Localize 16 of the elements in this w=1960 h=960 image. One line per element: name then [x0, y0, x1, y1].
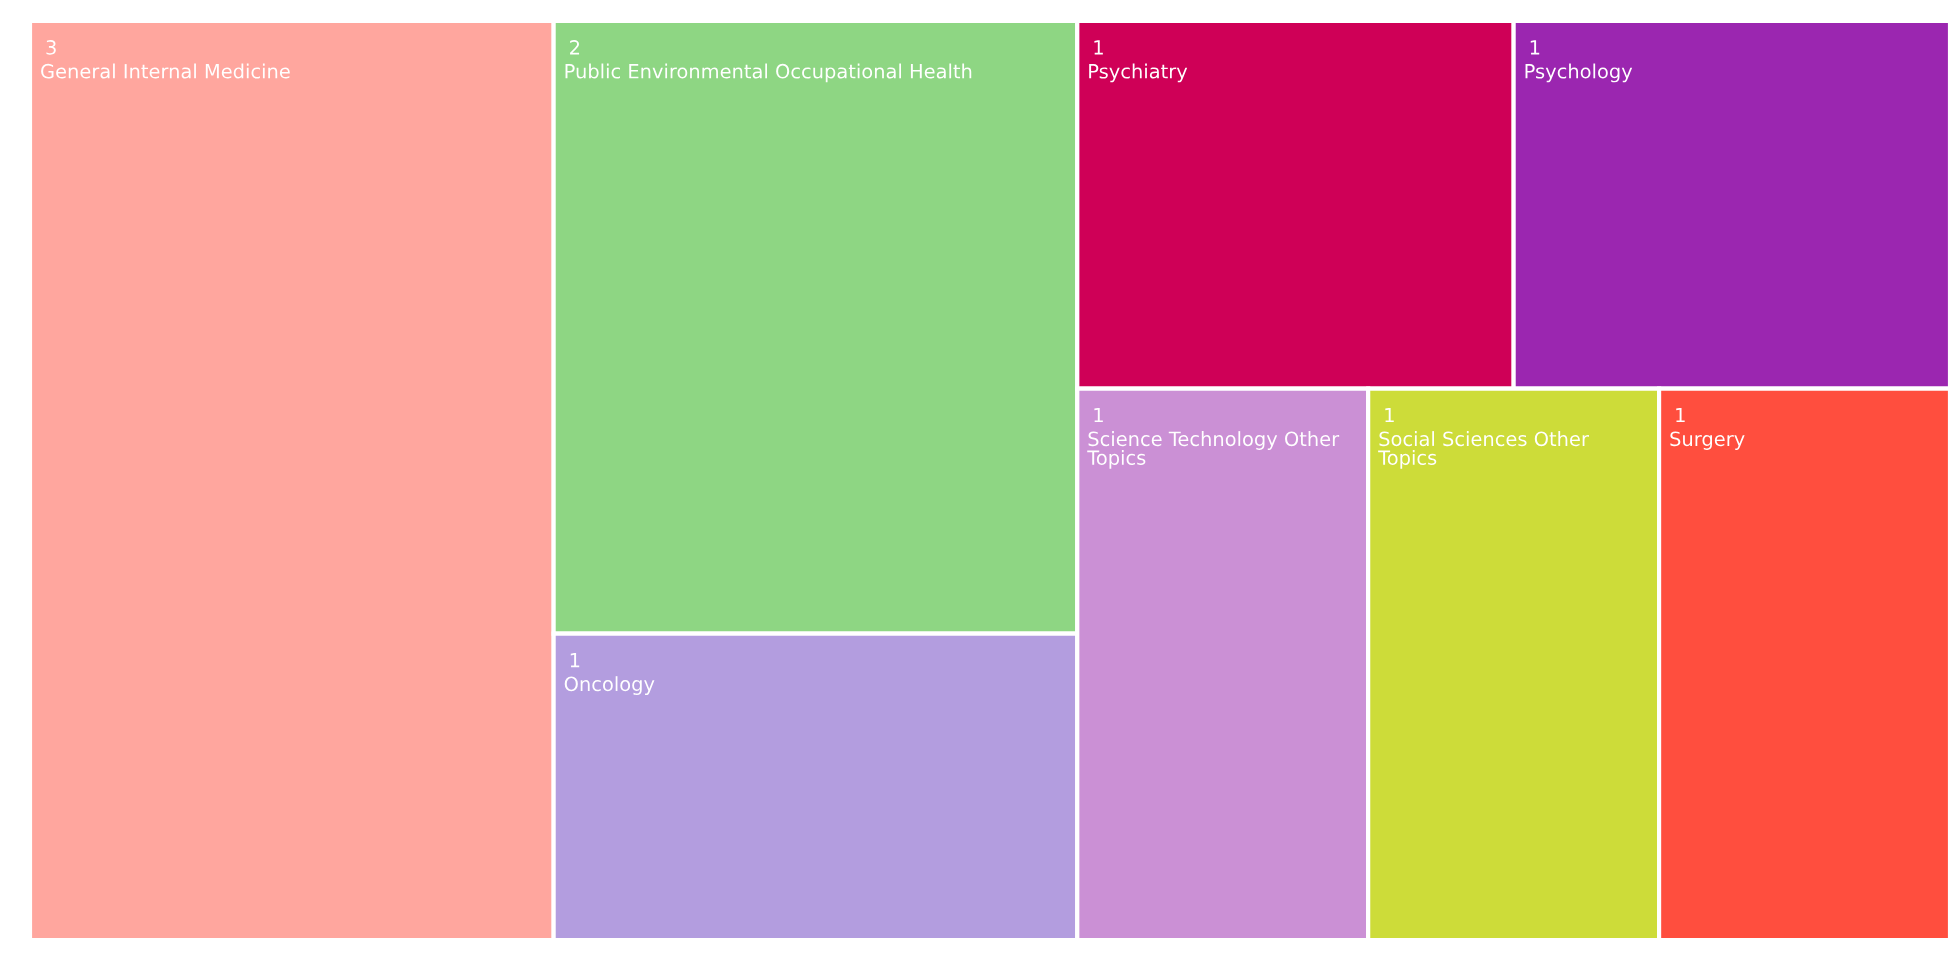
- data-label: 2: [570, 40, 580, 55]
- data-label: 3: [46, 40, 56, 55]
- data-label: 1: [1385, 407, 1394, 423]
- category-label: Science Technology Other Topics: [1087, 431, 1340, 469]
- data-label: 1: [1094, 407, 1103, 423]
- category-label: Psychiatry: [1089, 63, 1188, 83]
- data-label: 1: [1676, 407, 1685, 423]
- category-label: Surgery: [1670, 431, 1745, 450]
- category-label: Public Environmental Occupational Health: [565, 63, 972, 83]
- category-label: Social Sciences Other Topics: [1378, 431, 1589, 469]
- data-label: 1: [1094, 40, 1103, 55]
- category-label: Psychology: [1525, 63, 1633, 83]
- category-label: General Internal Medicine: [41, 63, 290, 79]
- data-label: 1: [570, 652, 580, 668]
- category-label: Oncology: [564, 676, 655, 695]
- data-label: 1: [1530, 40, 1540, 55]
